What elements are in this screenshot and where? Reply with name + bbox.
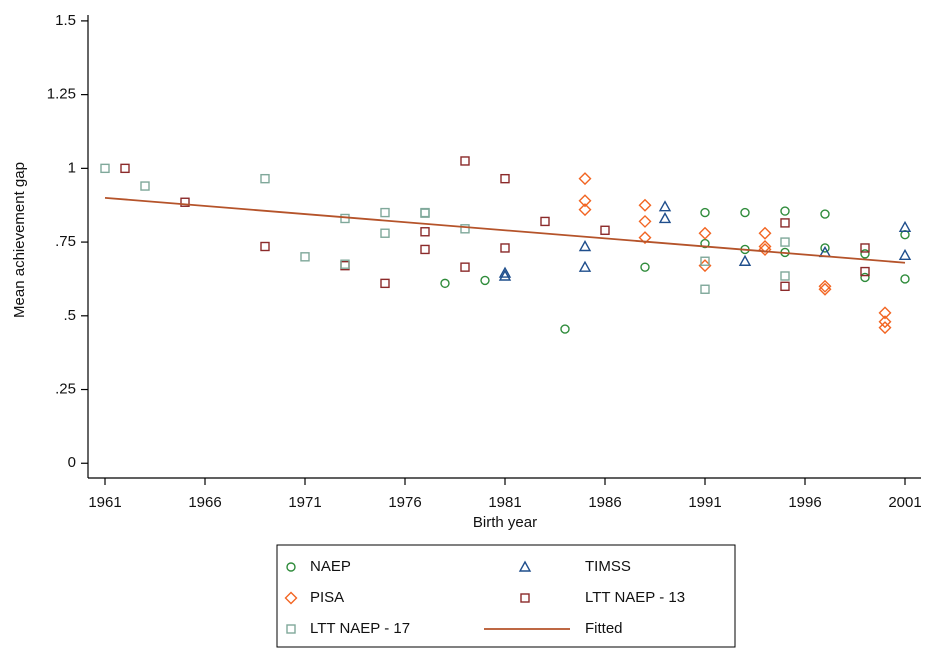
- data-point: [460, 156, 470, 166]
- fitted-line: [104, 196, 906, 264]
- data-point: [340, 259, 350, 269]
- data-point: [460, 224, 470, 234]
- data-point: [420, 227, 430, 237]
- legend-marker: [520, 593, 530, 603]
- data-point: [578, 194, 592, 208]
- data-point: [578, 260, 592, 272]
- legend-label: LTT NAEP - 13: [585, 589, 685, 606]
- data-point: [260, 173, 270, 184]
- data-point: [878, 306, 892, 320]
- legend-label: PISA: [310, 589, 344, 606]
- y-tick-label: 0: [68, 454, 76, 471]
- data-point: [860, 243, 870, 253]
- y-tick-label: .5: [63, 307, 76, 324]
- x-tick-label: 1981: [488, 494, 521, 511]
- x-tick-label: 1966: [188, 494, 221, 511]
- data-point: [780, 206, 790, 216]
- data-point: [860, 272, 870, 283]
- data-point: [500, 243, 510, 253]
- data-point: [420, 208, 430, 218]
- data-point: [758, 226, 772, 240]
- x-axis-label: Birth year: [473, 514, 537, 531]
- data-point: [780, 281, 790, 292]
- x-tick-label: 1991: [688, 494, 721, 511]
- data-point: [578, 240, 592, 252]
- legend-box: [276, 544, 736, 648]
- data-point: [540, 216, 550, 227]
- data-point: [100, 163, 110, 174]
- y-tick-label: 1.25: [47, 86, 76, 103]
- data-point: [780, 271, 790, 281]
- x-tick-label: 1976: [388, 494, 421, 511]
- x-tick-label: 1986: [588, 494, 621, 511]
- data-point: [480, 275, 490, 286]
- data-point: [658, 212, 672, 224]
- legend-marker: [518, 560, 532, 572]
- data-point: [820, 209, 830, 219]
- data-point: [640, 262, 650, 272]
- data-point: [818, 279, 832, 293]
- data-point: [380, 278, 390, 289]
- data-point: [578, 203, 592, 217]
- data-point: [860, 249, 870, 259]
- data-point: [180, 197, 190, 207]
- data-point: [698, 226, 712, 240]
- data-point: [140, 181, 150, 191]
- x-tick-label: 2001: [888, 494, 921, 511]
- y-tick-label: 1: [68, 159, 76, 176]
- data-point: [658, 200, 672, 212]
- legend-label: TIMSS: [585, 558, 631, 575]
- data-point: [498, 266, 512, 278]
- data-point: [460, 262, 470, 272]
- data-point: [898, 248, 912, 261]
- data-point: [500, 173, 510, 184]
- y-tick-label: .75: [55, 233, 76, 250]
- legend-label: NAEP: [310, 558, 351, 575]
- data-point: [340, 213, 350, 224]
- data-point: [498, 269, 512, 281]
- data-point: [878, 321, 892, 335]
- y-tick-label: .25: [55, 380, 76, 397]
- data-point: [898, 220, 912, 233]
- legend-label: Fitted: [585, 620, 623, 637]
- legend-marker: [286, 624, 296, 634]
- legend-label: LTT NAEP - 17: [310, 620, 410, 637]
- y-axis-label: Mean achievement gap: [11, 162, 28, 318]
- data-point: [638, 214, 652, 228]
- data-point: [758, 242, 772, 256]
- data-point: [780, 237, 790, 247]
- data-point: [700, 207, 710, 218]
- data-point: [578, 172, 592, 186]
- x-tick-label: 1961: [88, 494, 121, 511]
- y-tick-label: 1.5: [55, 12, 76, 29]
- legend-marker: [286, 562, 296, 572]
- x-tick-label: 1996: [788, 494, 821, 511]
- data-point: [600, 225, 610, 235]
- data-point: [818, 282, 832, 296]
- data-point: [780, 218, 790, 228]
- data-point: [700, 256, 710, 266]
- data-point: [740, 207, 750, 218]
- data-point: [560, 324, 570, 334]
- x-tick-label: 1971: [288, 494, 321, 511]
- legend-marker: [284, 591, 298, 605]
- data-point: [738, 254, 752, 266]
- data-point: [380, 207, 390, 218]
- data-point: [820, 243, 830, 253]
- data-point: [120, 163, 130, 174]
- data-point: [300, 252, 310, 262]
- data-point: [638, 198, 652, 212]
- data-point: [638, 231, 652, 245]
- data-point: [878, 315, 892, 329]
- data-point: [260, 241, 270, 252]
- data-point: [860, 266, 870, 277]
- data-point: [440, 278, 450, 289]
- data-point: [900, 274, 910, 284]
- data-point: [380, 228, 390, 238]
- data-point: [700, 284, 710, 294]
- data-point: [420, 244, 430, 255]
